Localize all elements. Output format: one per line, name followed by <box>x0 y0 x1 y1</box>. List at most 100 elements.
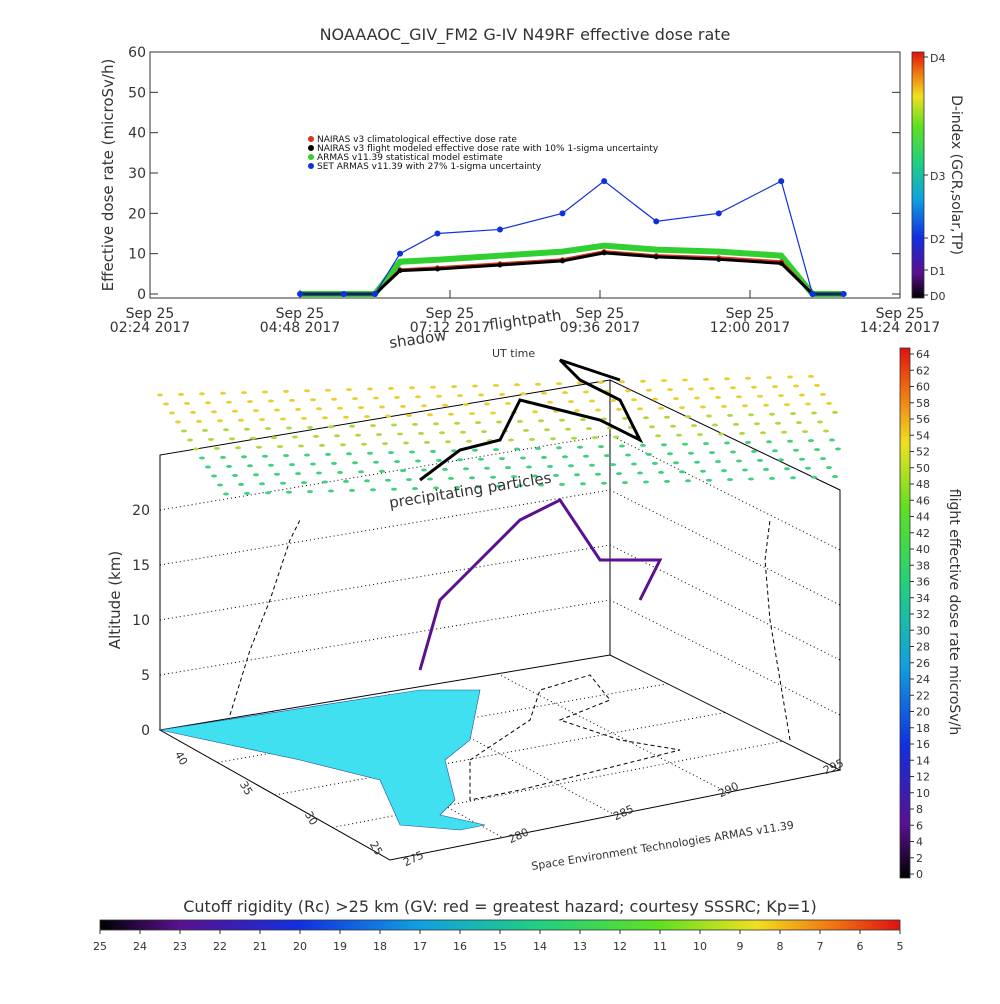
series-point <box>778 253 784 259</box>
shadow-dot <box>421 468 427 472</box>
shadow-dot <box>553 473 559 477</box>
dose-tick-label: 58 <box>916 397 930 410</box>
shadow-dot <box>814 448 820 452</box>
shadow-dot <box>328 425 334 429</box>
dose-tick-label: 44 <box>916 511 930 524</box>
shadow-dot <box>691 424 697 428</box>
shadow-dot <box>781 430 787 434</box>
shadow-dot <box>340 443 346 447</box>
shadow-dot <box>757 458 763 462</box>
shadow-dot <box>181 429 187 433</box>
annotation-shadow: shadow <box>388 326 447 352</box>
top-plot-frame <box>149 51 901 299</box>
shadow-dot <box>835 447 841 451</box>
dose-tick-label: 0 <box>916 868 923 881</box>
shadow-dot <box>196 419 202 423</box>
dindex-colorbar <box>911 51 925 299</box>
shadow-dot <box>226 400 232 404</box>
shadow-dot <box>661 443 667 447</box>
shadow-dot <box>610 398 616 402</box>
shadow-dot <box>331 461 337 465</box>
shadow-dot <box>619 444 625 448</box>
shadow-dot <box>703 377 709 381</box>
altitude-tick-label: 15 <box>132 558 150 574</box>
shadow-dot <box>295 472 301 476</box>
shadow-dot <box>550 437 556 441</box>
cutoff-tick-label: 13 <box>573 940 587 953</box>
shadow-dot <box>247 464 253 468</box>
shadow-dot <box>769 476 775 480</box>
shadow-dot <box>400 404 406 408</box>
legend-marker <box>308 145 314 151</box>
shadow-dot <box>259 482 265 486</box>
dose-tick-label: 2 <box>916 852 923 865</box>
shadow-dot <box>685 479 691 483</box>
latitude-tick-label: 25 <box>367 839 385 858</box>
shadow-dot <box>394 460 400 464</box>
cutoff-tick-label: 8 <box>777 940 784 953</box>
shadow-dot <box>679 470 685 474</box>
shadow-dot <box>349 424 355 428</box>
shadow-dot <box>466 439 472 443</box>
shadow-dot <box>217 419 223 423</box>
shadow-dot <box>436 458 442 462</box>
shadow-dot <box>187 438 193 442</box>
shadow-dot <box>709 451 715 455</box>
shadow-dot <box>307 490 313 494</box>
dose-tick-label: 30 <box>916 624 930 637</box>
dose-tick-label: 28 <box>916 641 930 654</box>
shadow-dot <box>523 428 529 432</box>
cutoff-tick-label: 22 <box>213 940 227 953</box>
shadow-dot <box>559 482 565 486</box>
shadow-dot <box>208 437 214 441</box>
shadow-dot <box>793 448 799 452</box>
shadow-dot <box>535 446 541 450</box>
shadow-dot <box>394 395 400 399</box>
dose-tick-label: 48 <box>916 478 930 491</box>
shadow-dot <box>826 401 832 405</box>
shadow-dot <box>574 473 580 477</box>
shadow-dot <box>652 461 658 465</box>
shadow-dot <box>175 420 181 424</box>
dose-colorbar-ticks: 6462605856545250484644424038363432302826… <box>910 348 930 881</box>
shadow-dot <box>262 390 268 394</box>
shadow-dot <box>736 395 742 399</box>
shadow-dot <box>697 433 703 437</box>
shadow-dot <box>739 431 745 435</box>
dose-colorbar <box>899 347 911 879</box>
shadow-dot <box>589 463 595 467</box>
series-point <box>601 178 608 185</box>
shadow-dot <box>178 392 184 396</box>
wall-shadow-right <box>764 519 791 741</box>
shadow-dot <box>793 384 799 388</box>
shadow-dot <box>472 448 478 452</box>
shadow-dot <box>514 383 520 387</box>
shadow-dot <box>370 424 376 428</box>
shadow-dot <box>559 418 565 422</box>
x-tick-date: Sep 25 <box>426 306 475 322</box>
shadow-dot <box>541 391 547 395</box>
shadow-dot <box>463 467 469 471</box>
shadow-dot <box>490 411 496 415</box>
shadow-dot <box>595 472 601 476</box>
shadow-dot <box>406 478 412 482</box>
shadow-dot <box>643 480 649 484</box>
dindex-tick-label: D2 <box>930 233 945 246</box>
shadow-dot <box>382 442 388 446</box>
shadow-dot <box>496 484 502 488</box>
x-tick-date: Sep 25 <box>276 306 325 322</box>
shadow-dot <box>286 490 292 494</box>
shadow-dot <box>820 457 826 461</box>
shadow-dot <box>652 397 658 401</box>
dindex-tick-label: D1 <box>930 265 945 278</box>
series-point <box>840 291 847 297</box>
shadow-dot <box>241 455 247 459</box>
cutoff-tick-label: 21 <box>253 940 267 953</box>
shadow-dot <box>415 459 421 463</box>
shadow-dot <box>640 379 646 383</box>
shadow-dot <box>580 418 586 422</box>
shadow-dot <box>268 399 274 403</box>
shadow-dot <box>733 422 739 426</box>
